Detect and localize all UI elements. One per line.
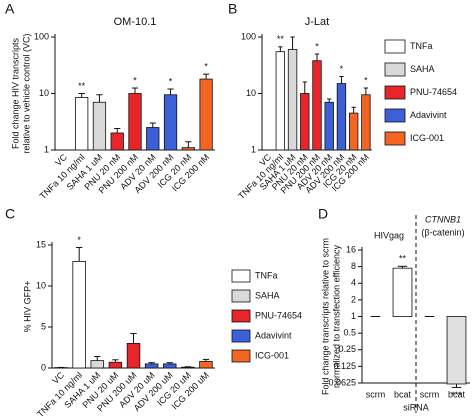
x-tick-label: bcat: [394, 389, 412, 399]
significance-label: *: [133, 75, 137, 85]
legend-swatch: [231, 329, 251, 343]
y-axis-label: Fold change transcripts relative to scrm: [320, 238, 330, 395]
legend-label: Adavivint: [410, 110, 447, 120]
significance-label: **: [399, 254, 407, 264]
bar: [199, 361, 213, 369]
y-tick-label: 0.125: [333, 361, 356, 371]
group-subtitle: (β-catenin): [421, 227, 464, 237]
legend-swatch: [384, 39, 406, 54]
panel-letter: D: [318, 206, 328, 222]
bar: [181, 147, 195, 151]
legend-label: PNU-74654: [410, 87, 457, 97]
y-tick-label: 0: [41, 362, 46, 372]
y-tick-label: 10: [246, 88, 256, 98]
x-tick-label: bcat: [448, 389, 466, 399]
y-axis-label: Fold change HIV transcripts: [10, 37, 20, 149]
bar: [162, 363, 177, 369]
bar: [108, 361, 123, 369]
group-title: CTNNB1: [425, 214, 461, 224]
legend-swatch: [384, 85, 406, 100]
significance-label: ***: [451, 390, 462, 400]
y-axis-label: relative to vehicle control (VC): [21, 33, 31, 153]
bar: [348, 112, 359, 151]
bar: [300, 93, 310, 151]
x-tick-label: scrm: [420, 389, 440, 399]
bar: [446, 316, 467, 385]
bar: [110, 132, 124, 151]
bar: [146, 127, 160, 151]
x-tick-label: scrm: [366, 389, 386, 399]
y-tick-label: 4: [351, 278, 356, 288]
bar: [199, 78, 213, 151]
significance-label: *: [364, 75, 368, 85]
legend-label: PNU-74654: [255, 310, 302, 320]
bar: [144, 363, 159, 369]
legend-label: SAHA: [255, 290, 280, 300]
y-tick-label: 0.0625: [328, 377, 356, 387]
significance-label: *: [169, 76, 173, 86]
bar: [392, 267, 413, 317]
bar: [181, 366, 195, 369]
legend-label: ICG-001: [410, 133, 444, 143]
legend-swatch: [384, 108, 406, 123]
significance-label: *: [77, 235, 81, 245]
legend-swatch: [231, 269, 251, 283]
y-tick-label: 1: [351, 311, 356, 321]
y-tick-label: 100: [34, 31, 49, 41]
bar: [324, 101, 334, 151]
bar: [126, 342, 141, 369]
y-tick-label: 100: [241, 31, 256, 41]
y-tick-label: 10: [39, 88, 49, 98]
bar: [72, 260, 86, 369]
legend-swatch: [231, 309, 251, 323]
significance-label: *: [315, 41, 319, 51]
legend-label: ICG-001: [255, 350, 289, 360]
panel-letter: B: [228, 1, 237, 17]
chart-title: OM-10.1: [114, 16, 157, 28]
legend-label: TNFa: [255, 270, 278, 280]
bar: [163, 94, 178, 151]
legend-swatch: [231, 289, 251, 303]
y-axis-label: % HIV GFP+: [22, 281, 32, 333]
significance-label: *: [204, 62, 208, 72]
y-tick-label: 8: [351, 261, 356, 271]
legend-label: TNFa: [410, 41, 433, 51]
bar: [92, 101, 107, 151]
y-tick-label: 1: [44, 144, 49, 154]
group-title: HIVgag: [374, 230, 404, 240]
significance-label: *: [340, 64, 344, 74]
bar: [361, 94, 371, 151]
bar: [312, 60, 322, 151]
y-tick-label: 0.5: [343, 328, 356, 338]
bar: [128, 93, 142, 151]
y-tick-label: 2: [351, 294, 356, 304]
bar: [336, 83, 347, 151]
bar: [287, 49, 298, 151]
chart-title: J-Lat: [305, 16, 329, 28]
y-axis-label: normalized to transfection efficiency: [331, 245, 341, 388]
legend-swatch: [231, 349, 251, 363]
bar: [90, 360, 105, 369]
bar: [275, 51, 286, 151]
bar: [75, 97, 89, 151]
y-tick-label: 1: [251, 144, 256, 154]
legend-label: SAHA: [410, 64, 435, 74]
legend-label: Adavivint: [255, 330, 292, 340]
legend-swatch: [384, 131, 406, 146]
legend-swatch: [384, 62, 406, 77]
panel-letter: C: [5, 206, 15, 222]
y-tick-label: 5: [41, 321, 46, 331]
y-tick-label: 16: [346, 244, 356, 254]
y-tick-label: 0.25: [338, 344, 356, 354]
y-tick-label: 10: [36, 280, 46, 290]
panel-letter: A: [5, 1, 15, 17]
significance-label: **: [78, 81, 86, 91]
significance-label: **: [277, 34, 285, 44]
y-tick-label: 15: [36, 239, 46, 249]
